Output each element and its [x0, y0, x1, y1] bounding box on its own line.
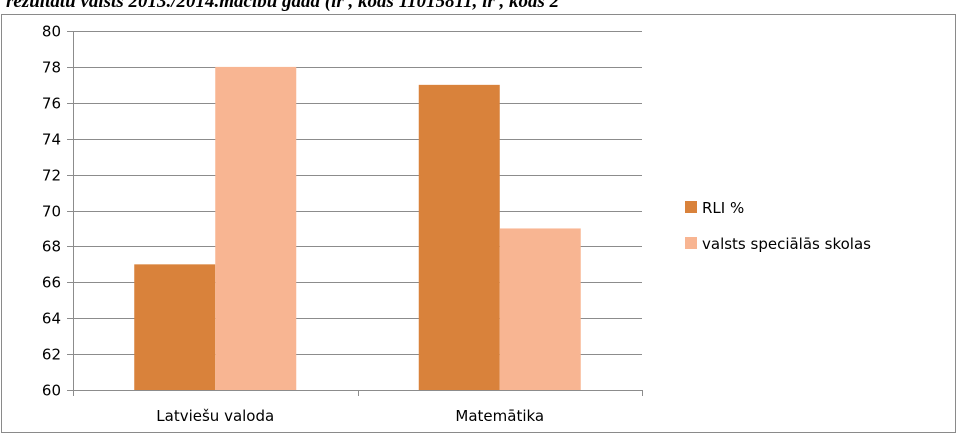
y-tick-label: 66	[42, 274, 61, 292]
caption-text: rezultātu valsts 2013./2014.mācību gadā …	[6, 0, 560, 12]
y-tick-label: 72	[42, 167, 61, 185]
bar-valsts-2	[499, 228, 581, 390]
bar-rli-2	[418, 84, 500, 390]
y-tick-label: 62	[42, 346, 61, 364]
legend-swatch	[685, 201, 697, 213]
axes: 60 62 64 66 68 70 72 74 76 78 80 Latviešu valoda Mat…	[42, 23, 643, 425]
y-tick-label: 80	[42, 23, 61, 41]
x-category-label: Latviešu valoda	[156, 407, 274, 425]
y-tick-label: 68	[42, 238, 61, 256]
bars	[134, 66, 581, 391]
bar-rli-1	[134, 264, 216, 390]
y-tick-label: 78	[42, 59, 61, 77]
y-tick-label: 76	[42, 95, 61, 113]
legend: RLI % valsts speciālās skolas	[685, 199, 871, 253]
y-tick-label: 74	[42, 131, 61, 149]
y-tick-label: 64	[42, 310, 61, 328]
legend-label: valsts speciālās skolas	[702, 235, 871, 253]
y-tick-label: 70	[42, 203, 61, 221]
legend-swatch	[685, 237, 697, 249]
x-category-label: Matemātika	[455, 407, 544, 425]
y-tick-label: 60	[42, 382, 61, 400]
bar-valsts-1	[215, 66, 297, 391]
legend-label: RLI %	[702, 199, 744, 217]
